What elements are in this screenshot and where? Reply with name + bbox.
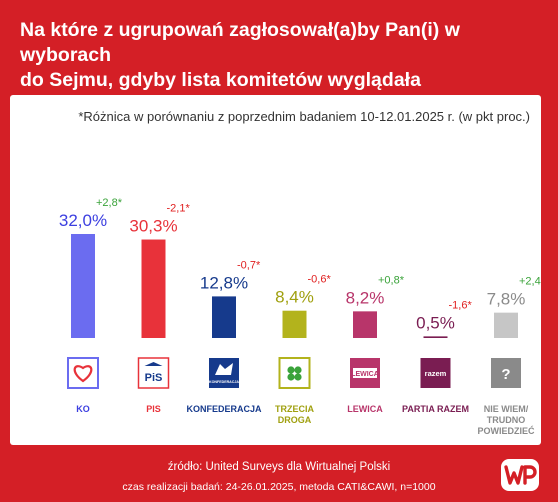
bar-3 [282,310,307,338]
clover-icon [294,373,302,381]
method-note: czas realizacji badań: 24-26.01.2025, me… [122,481,436,493]
value-label-4: 8,2% [346,288,385,307]
change-label-4: +0,8* [378,274,405,286]
heart-icon [73,365,93,383]
clover-leaf-2 [294,366,302,374]
icon-frame-5 [420,358,451,388]
wp-logo-w [504,465,524,485]
source-note: źródło: United Surveys dla Wirtualnej Po… [167,461,391,473]
difference-note: *Różnica w porównaniu z poprzednim badan… [78,109,530,124]
change-label-5: -1,6* [449,299,473,311]
category-label-3-1: DROGA [278,415,312,425]
title-line-1: Na które z ugrupowań zagłosował(a)by Pan… [20,19,460,66]
change-label-3: -0,6* [308,274,332,286]
category-label-6-0: NIE WIEM/ [484,404,529,414]
change-label-1: -2,1* [167,203,191,215]
bar-chart: 32,0% +2,8* KO 30,3% -2,1* PiS PIS 12,8% -0,7* KO… [59,197,541,436]
wp-logo-icon [501,459,539,491]
pis-eagle-mark [144,362,163,366]
icon-frame-6 [491,358,521,388]
icon-frame-3 [278,357,311,389]
lewica-logo-icon: LEWICA [351,371,379,378]
category-label-6-1: TRUDNO [487,415,526,425]
category-label-3-0: TRZECIA [275,404,314,414]
value-label-5: 0,5% [416,313,455,332]
change-label-6: +2,4* [519,276,541,288]
konfederacja-logo-icon: KONFEDERACJA [209,380,239,384]
konfederacja-crown-mark [215,363,233,375]
pis-logo-icon: PiS [145,372,163,384]
bar-5 [423,336,448,338]
category-label-1-0: PIS [146,404,161,414]
bar-0 [71,234,95,338]
value-label-1: 30,3% [129,217,177,236]
wp-logo-p [523,465,537,485]
bar-4 [353,311,377,338]
category-label-6-2: POWIEDZIEĆ [477,425,535,436]
chart-card: *Różnica w porównaniu z poprzednim badan… [10,95,541,445]
category-label-2-0: KONFEDERACJA [186,404,262,414]
bar-2 [212,296,236,338]
bar-1 [141,239,166,338]
value-label-3: 8,4% [275,288,314,307]
value-label-2: 12,8% [200,273,248,292]
razem-logo-icon: razem [425,369,447,378]
lewica-label-bg [353,368,377,378]
category-label-0-0: KO [76,404,90,414]
clover-leaf-3 [287,373,295,381]
clover-leaf-1 [287,366,295,374]
value-label-6: 7,8% [487,290,526,309]
change-label-2: -0,7* [237,259,261,271]
icon-frame-1 [137,357,170,389]
icon-frame-0 [67,357,99,389]
category-label-4-0: LEWICA [347,404,383,414]
bar-6 [494,312,518,338]
question-mark-icon: ? [501,366,510,383]
value-label-0: 32,0% [59,211,107,230]
category-label-5-0: PARTIA RAZEM [402,404,469,414]
change-label-0: +2,8* [96,197,123,209]
